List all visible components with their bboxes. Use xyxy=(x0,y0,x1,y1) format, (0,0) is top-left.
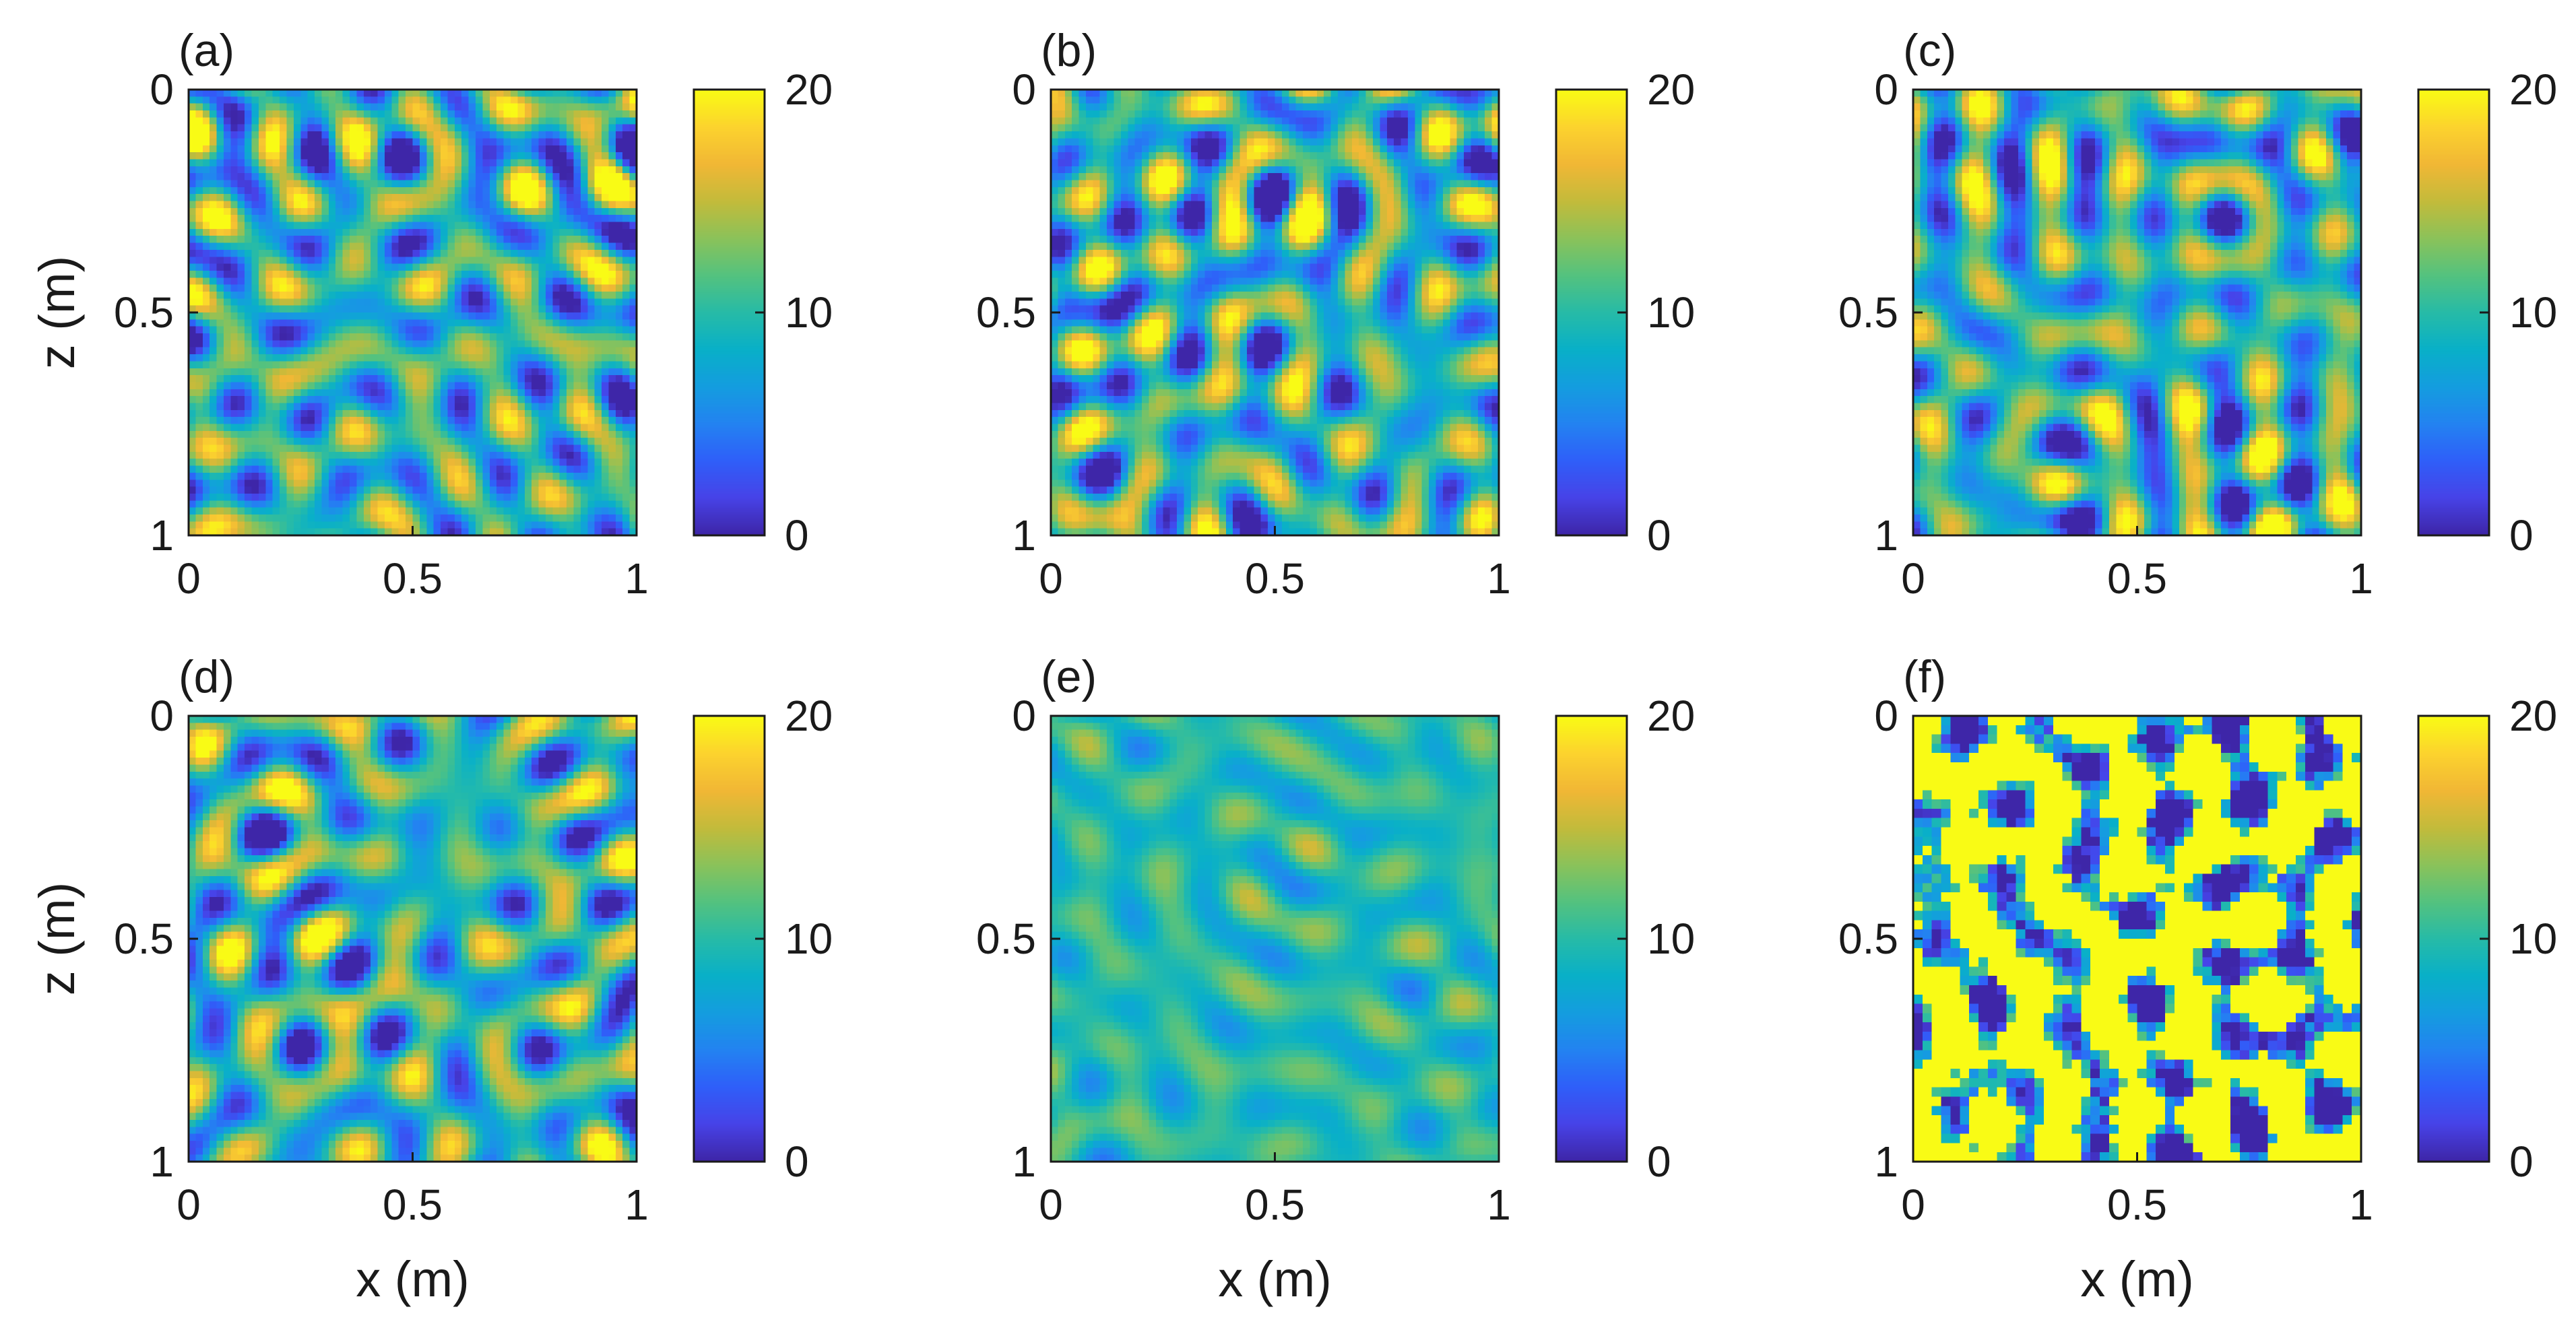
z-tick-label: 1 xyxy=(1874,511,1898,560)
colorbar-tick-label: 0 xyxy=(1647,1137,1671,1186)
colorbar-tick-label: 10 xyxy=(2509,915,2557,963)
x-tick-label: 0.5 xyxy=(383,554,443,603)
x-tick-label: 1 xyxy=(624,1181,649,1229)
x-tick-label: 0.5 xyxy=(383,1181,443,1229)
z-axis-label: z (m) xyxy=(29,882,85,996)
panel-label-a: (a) xyxy=(179,25,234,76)
colorbar-c xyxy=(2418,90,2489,535)
x-tick-label: 1 xyxy=(1487,554,1511,603)
z-tick-label: 0.5 xyxy=(1838,915,1898,963)
heatmap-f xyxy=(1913,716,2361,1162)
heatmap-b xyxy=(1051,90,1499,535)
colorbar-d xyxy=(694,716,765,1162)
colorbar-tick-label: 0 xyxy=(2509,511,2534,560)
x-tick-label: 0.5 xyxy=(2107,1181,2167,1229)
x-axis-label: x (m) xyxy=(356,1251,470,1307)
x-tick-label: 0.5 xyxy=(1245,1181,1305,1229)
z-tick-label: 1 xyxy=(1012,1137,1036,1186)
x-tick-label: 1 xyxy=(2349,554,2373,603)
colorbar-tick-label: 20 xyxy=(785,692,833,740)
z-tick-label: 0.5 xyxy=(976,288,1036,337)
colorbar-tick-label: 20 xyxy=(785,65,833,114)
heatmap-d xyxy=(189,716,637,1162)
heatmap-e xyxy=(1051,716,1499,1162)
x-tick-label: 0.5 xyxy=(1245,554,1305,603)
x-tick-label: 1 xyxy=(624,554,649,603)
colorbar-tick-label: 20 xyxy=(2509,692,2557,740)
x-tick-label: 0 xyxy=(1901,1181,1925,1229)
z-tick-label: 0.5 xyxy=(114,915,174,963)
colorbar-e xyxy=(1556,716,1627,1162)
colorbar-tick-label: 0 xyxy=(1647,511,1671,560)
colorbar-tick-label: 20 xyxy=(1647,692,1695,740)
x-tick-label: 1 xyxy=(2349,1181,2373,1229)
z-tick-label: 0.5 xyxy=(114,288,174,337)
z-tick-label: 1 xyxy=(1012,511,1036,560)
x-tick-label: 0 xyxy=(1901,554,1925,603)
colorbar-tick-label: 0 xyxy=(785,1137,809,1186)
heatmap-c xyxy=(1913,90,2361,535)
colorbar-tick-label: 10 xyxy=(2509,288,2557,337)
panel-label-f: (f) xyxy=(1903,651,1946,702)
x-tick-label: 0 xyxy=(1039,554,1063,603)
colorbar-tick-label: 0 xyxy=(2509,1137,2534,1186)
x-tick-label: 0 xyxy=(1039,1181,1063,1229)
colorbar-tick-label: 10 xyxy=(785,288,833,337)
x-tick-label: 0.5 xyxy=(2107,554,2167,603)
panel-label-e: (e) xyxy=(1041,651,1097,702)
colorbar-tick-label: 10 xyxy=(1647,915,1695,963)
z-tick-label: 0.5 xyxy=(976,915,1036,963)
z-tick-label: 1 xyxy=(150,1137,174,1186)
z-tick-label: 0 xyxy=(1874,692,1898,740)
z-tick-label: 0.5 xyxy=(1838,288,1898,337)
z-tick-label: 0 xyxy=(150,692,174,740)
x-tick-label: 0 xyxy=(176,554,201,603)
colorbar-b xyxy=(1556,90,1627,535)
x-tick-label: 0 xyxy=(176,1181,201,1229)
z-tick-label: 0 xyxy=(1874,65,1898,114)
colorbar-tick-label: 10 xyxy=(785,915,833,963)
x-tick-label: 1 xyxy=(1487,1181,1511,1229)
heatmap-a xyxy=(189,90,637,535)
z-tick-label: 1 xyxy=(150,511,174,560)
colorbar-tick-label: 20 xyxy=(2509,65,2557,114)
x-axis-label: x (m) xyxy=(1218,1251,1332,1307)
colorbar-tick-label: 0 xyxy=(785,511,809,560)
z-tick-label: 0 xyxy=(1012,692,1036,740)
panel-label-b: (b) xyxy=(1041,25,1097,76)
z-tick-label: 0 xyxy=(1012,65,1036,114)
colorbar-f xyxy=(2418,716,2489,1162)
colorbar-tick-label: 10 xyxy=(1647,288,1695,337)
colorbar-a xyxy=(694,90,765,535)
colorbar-tick-label: 20 xyxy=(1647,65,1695,114)
panel-label-d: (d) xyxy=(179,651,234,702)
z-tick-label: 0 xyxy=(150,65,174,114)
z-tick-label: 1 xyxy=(1874,1137,1898,1186)
panel-label-c: (c) xyxy=(1903,25,1956,76)
z-axis-label: z (m) xyxy=(29,256,85,370)
x-axis-label: x (m) xyxy=(2080,1251,2194,1307)
